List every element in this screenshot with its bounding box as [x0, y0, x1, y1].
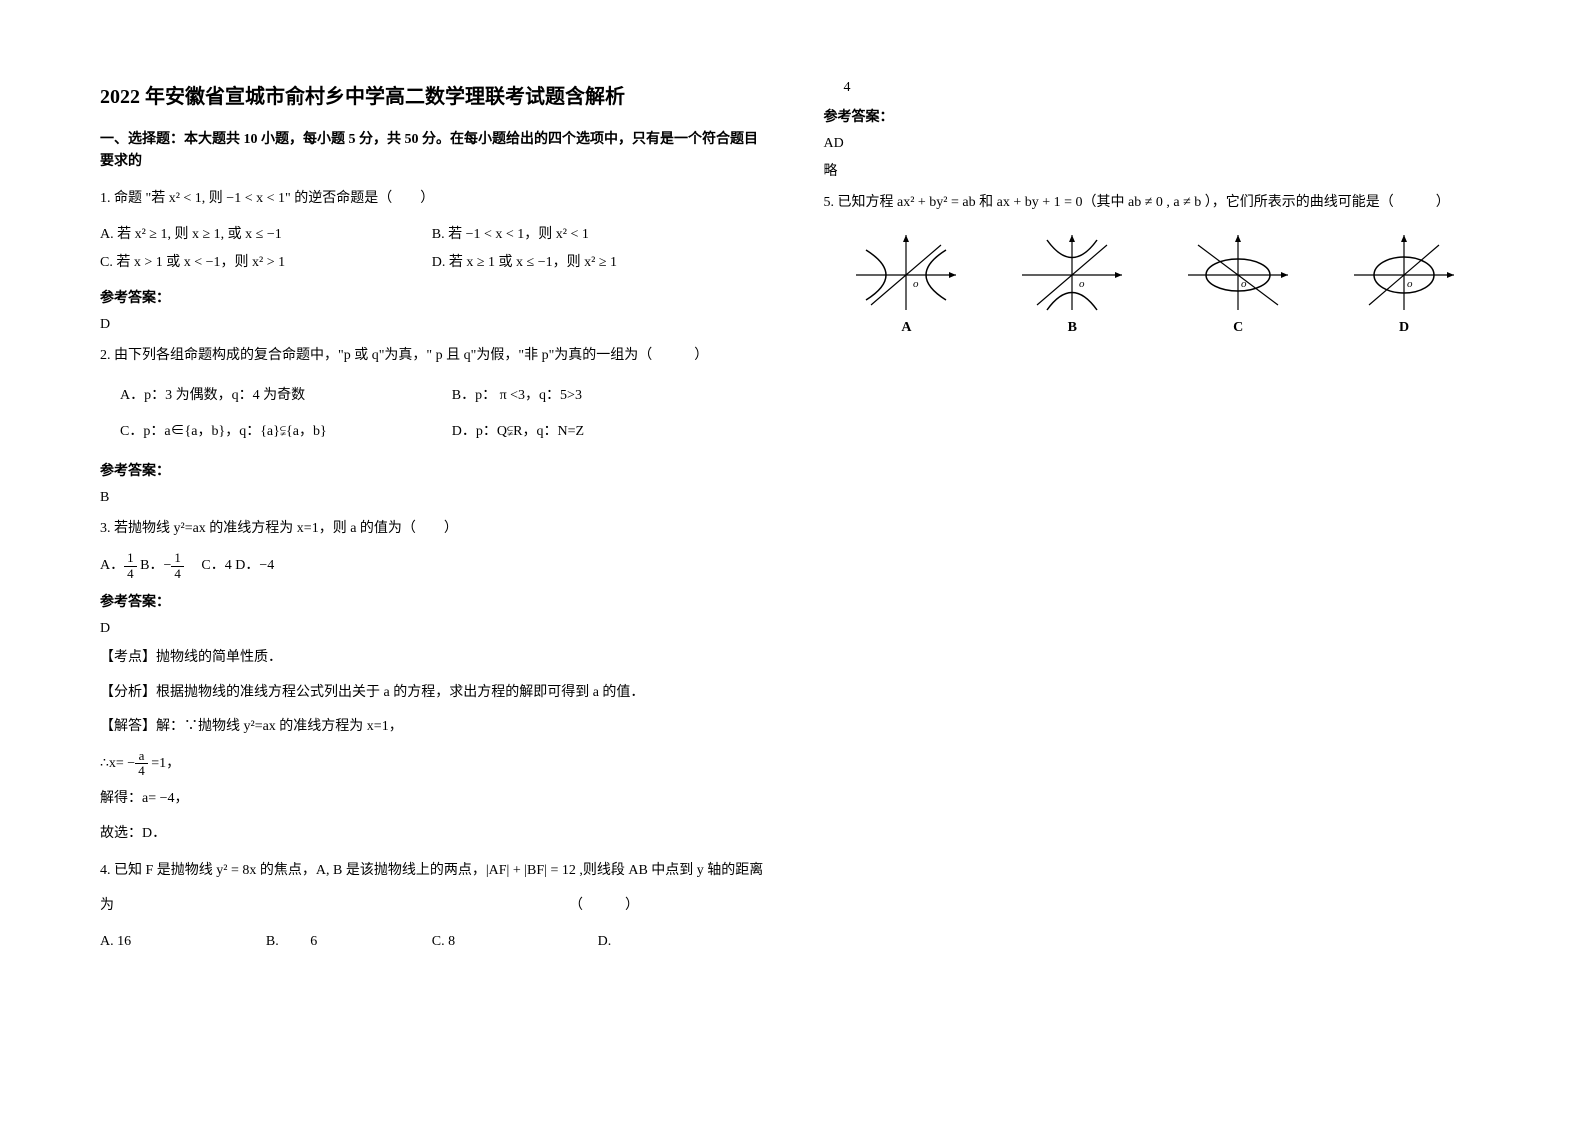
q5-label-c: C — [1155, 320, 1321, 336]
svg-text:o: o — [1241, 278, 1247, 290]
q4-option-b: B. 6 — [266, 928, 432, 956]
q5-diagram-b: o B — [989, 230, 1155, 336]
question-2-stem: 2. 由下列各组命题构成的复合命题中，"p 或 q"为真，" p 且 q"为假，… — [100, 343, 764, 368]
question-4-options: A. 16 B. 6 C. 8 D. — [100, 928, 764, 956]
q3-explanation-2: 【分析】根据抛物线的准线方程公式列出关于 a 的方程，求出方程的解即可得到 a … — [100, 680, 764, 707]
q5-label-b: B — [989, 320, 1155, 336]
q4-option-d: D. — [598, 928, 764, 956]
question-1-stem: 1. 命题 "若 x² < 1, 则 −1 < x < 1" 的逆否命题是（ ） — [100, 186, 764, 211]
q1-option-a: A. 若 x² ≥ 1, 则 x ≥ 1, 或 x ≤ −1 — [100, 221, 432, 249]
question-4-stem: 4. 已知 F 是抛物线 y² = 8x 的焦点，A, B 是该抛物线上的两点，… — [100, 858, 764, 883]
question-2-options: A．p：3 为偶数，q：4 为奇数 B．p： π <3，q：5>3 C．p：a∈… — [100, 378, 764, 450]
q3-answer-label: 参考答案： — [100, 591, 764, 611]
q1-option-d: D. 若 x ≥ 1 或 x ≤ −1，则 x² ≥ 1 — [432, 249, 764, 277]
q5-label-d: D — [1321, 320, 1487, 336]
q1-option-b: B. 若 −1 < x < 1，则 x² < 1 — [432, 221, 764, 249]
section-1-header: 一、选择题：本大题共 10 小题，每小题 5 分，共 50 分。在每小题给出的四… — [100, 129, 764, 174]
lue-text: 略 — [824, 160, 1488, 180]
question-4-stem-2: 为 （ ） — [100, 893, 764, 918]
fraction-a-4: a4 — [135, 749, 148, 779]
q3-option-c: C．4 — [187, 558, 231, 573]
q3-explanation-4: ∴x= −a4 =1， — [100, 749, 764, 779]
right-top-value: 4 — [844, 80, 1488, 96]
q3-option-d: D．−4 — [235, 558, 274, 573]
q5-diagram-a: o A — [824, 230, 990, 336]
q3-answer: D — [100, 621, 764, 637]
q4-option-a: A. 16 — [100, 928, 266, 956]
q3-explanation-3: 【解答】解：∵抛物线 y²=ax 的准线方程为 x=1， — [100, 714, 764, 741]
question-3-stem: 3. 若抛物线 y²=ax 的准线方程为 x=1，则 a 的值为（ ） — [100, 516, 764, 541]
q5-label-a: A — [824, 320, 990, 336]
q2-option-b: B．p： π <3，q：5>3 — [452, 382, 764, 410]
q1-answer: D — [100, 317, 764, 333]
q2-option-c: C．p：a∈{a，b}，q：{a}⫋{a，b} — [120, 418, 432, 446]
fraction-1-4-a: 14 — [124, 551, 137, 581]
q1-answer-label: 参考答案： — [100, 287, 764, 307]
fraction-1-4-b: 14 — [171, 551, 184, 581]
q2-answer: B — [100, 490, 764, 506]
q2-option-d: D．p：Q⫋R，q：N=Z — [452, 418, 764, 446]
right-answer-label: 参考答案： — [824, 106, 1488, 126]
q3-explanation-6: 故选：D． — [100, 821, 764, 848]
q5-diagram-row: o A o B — [824, 230, 1488, 336]
question-3-options: A．14 B．−14 C．4 D．−4 — [100, 551, 764, 581]
document-title: 2022 年安徽省宣城市俞村乡中学高二数学理联考试题含解析 — [100, 80, 764, 109]
q2-option-a: A．p：3 为偶数，q：4 为奇数 — [120, 382, 432, 410]
q5-diagram-d: o D — [1321, 230, 1487, 336]
q3-option-a-prefix: A． — [100, 558, 124, 573]
q3-explanation-1: 【考点】抛物线的简单性质． — [100, 645, 764, 672]
svg-text:o: o — [1407, 278, 1413, 290]
svg-text:o: o — [913, 278, 919, 290]
q2-answer-label: 参考答案： — [100, 460, 764, 480]
q5-diagram-c: o C — [1155, 230, 1321, 336]
svg-text:o: o — [1079, 278, 1085, 290]
question-1-options: A. 若 x² ≥ 1, 则 x ≥ 1, 或 x ≤ −1 B. 若 −1 <… — [100, 221, 764, 277]
q4-option-c: C. 8 — [432, 928, 598, 956]
right-answer: AD — [824, 136, 1488, 152]
question-5-stem: 5. 已知方程 ax² + by² = ab 和 ax + by + 1 = 0… — [824, 190, 1488, 215]
q3-explanation-5: 解得：a= −4， — [100, 786, 764, 813]
q1-option-c: C. 若 x > 1 或 x < −1，则 x² > 1 — [100, 249, 432, 277]
q3-option-b-prefix: B．− — [140, 558, 171, 573]
